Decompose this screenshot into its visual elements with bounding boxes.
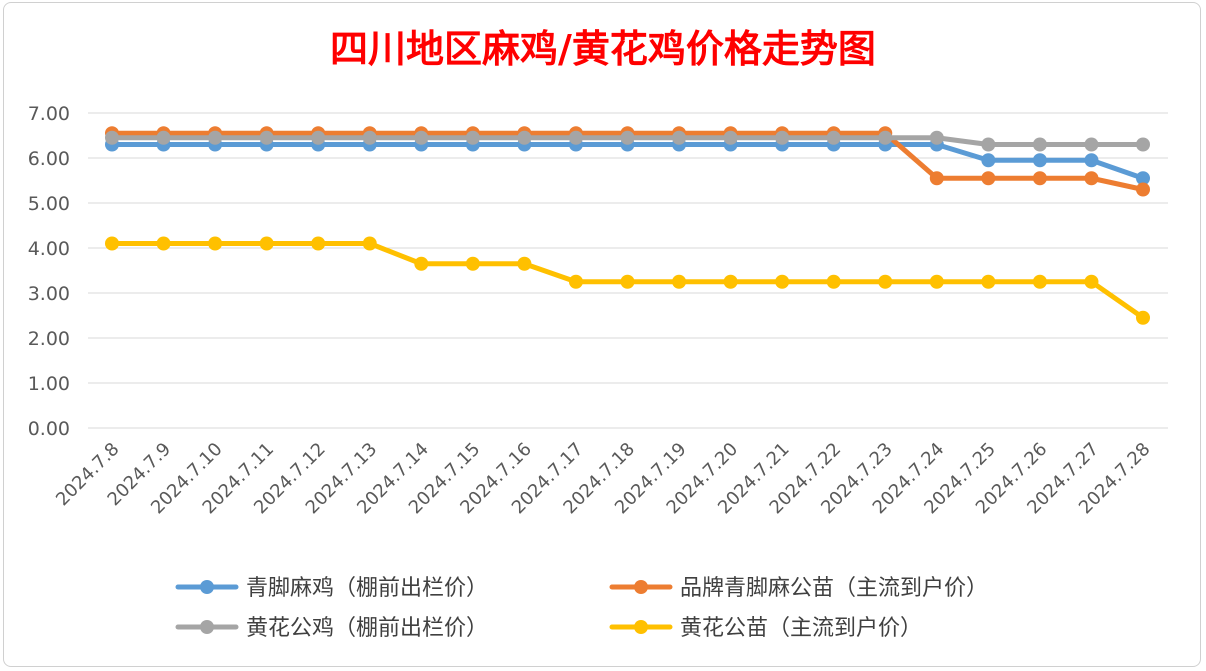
data-point — [878, 274, 893, 289]
data-point — [465, 130, 480, 145]
data-point — [826, 274, 841, 289]
data-point — [1136, 310, 1150, 325]
data-point — [826, 130, 841, 145]
legend-swatch-marker — [634, 620, 648, 634]
data-point — [517, 130, 532, 145]
data-point — [929, 130, 944, 145]
data-point — [156, 130, 171, 145]
data-point — [414, 256, 429, 271]
data-point — [1084, 274, 1099, 289]
data-point — [929, 171, 944, 186]
y-axis-ticks: 0.00 1.00 2.00 3.00 4.00 5.00 6.00 7.00 — [28, 103, 70, 440]
legend-swatch-marker — [200, 580, 214, 594]
y-tick-label: 3.00 — [28, 283, 70, 305]
data-point — [878, 130, 893, 145]
y-tick-label: 1.00 — [28, 373, 70, 395]
data-point — [1032, 171, 1047, 186]
y-tick-label: 2.00 — [28, 328, 70, 350]
data-point — [1084, 137, 1099, 152]
data-point — [517, 256, 532, 271]
data-point — [775, 130, 790, 145]
data-point — [465, 256, 480, 271]
series-3 — [105, 236, 1150, 325]
legend-label: 黄花公苗（主流到户价） — [680, 616, 922, 641]
y-tick-label: 5.00 — [28, 193, 70, 215]
data-point — [1136, 137, 1150, 152]
y-tick-label: 6.00 — [28, 148, 70, 170]
legend-swatch-marker — [634, 580, 648, 594]
legend-item: 青脚麻鸡（棚前出栏价） — [175, 576, 488, 601]
data-point — [1084, 171, 1099, 186]
data-point — [620, 274, 635, 289]
data-point — [1032, 274, 1047, 289]
data-point — [259, 236, 274, 251]
data-point — [568, 130, 583, 145]
y-tick-label: 4.00 — [28, 238, 70, 260]
data-point — [156, 236, 171, 251]
data-point — [1136, 182, 1150, 197]
legend-label: 青脚麻鸡（棚前出栏价） — [246, 576, 488, 601]
data-point — [1032, 153, 1047, 168]
data-point — [362, 236, 377, 251]
data-point — [981, 153, 996, 168]
data-point — [1084, 153, 1099, 168]
legend-item: 黄花公鸡（棚前出栏价） — [175, 616, 488, 641]
data-point — [105, 236, 119, 251]
data-point — [981, 274, 996, 289]
data-point — [311, 130, 326, 145]
data-point — [620, 130, 635, 145]
data-point — [723, 274, 738, 289]
data-point — [1032, 137, 1047, 152]
data-point — [775, 274, 790, 289]
x-axis-ticks: 2024.7.82024.7.92024.7.102024.7.112024.7… — [52, 439, 1155, 519]
chart-title: 四川地区麻鸡/黄花鸡价格走势图 — [330, 27, 876, 71]
legend-swatch-marker — [200, 620, 214, 634]
legend-item: 品牌青脚麻公苗（主流到户价） — [609, 576, 988, 601]
data-point — [672, 130, 687, 145]
legend-label: 品牌青脚麻公苗（主流到户价） — [680, 576, 988, 601]
legend-item: 黄花公苗（主流到户价） — [609, 616, 922, 641]
data-point — [259, 130, 274, 145]
data-point — [981, 171, 996, 186]
data-point — [981, 137, 996, 152]
data-point — [105, 130, 119, 145]
data-point — [208, 130, 223, 145]
legend-label: 黄花公鸡（棚前出栏价） — [246, 616, 488, 641]
data-point — [672, 274, 687, 289]
data-point — [723, 130, 738, 145]
data-point — [362, 130, 377, 145]
series-2 — [105, 130, 1150, 152]
data-point — [568, 274, 583, 289]
data-point — [414, 130, 429, 145]
legend: 青脚麻鸡（棚前出栏价） 品牌青脚麻公苗（主流到户价） 黄花公鸡（棚前出栏价） 黄花公苗… — [175, 576, 988, 641]
data-point — [929, 274, 944, 289]
series-group — [105, 126, 1150, 325]
y-tick-label: 7.00 — [28, 103, 70, 125]
data-point — [311, 236, 326, 251]
y-tick-label: 0.00 — [28, 418, 70, 440]
data-point — [1136, 171, 1150, 186]
data-point — [208, 236, 223, 251]
